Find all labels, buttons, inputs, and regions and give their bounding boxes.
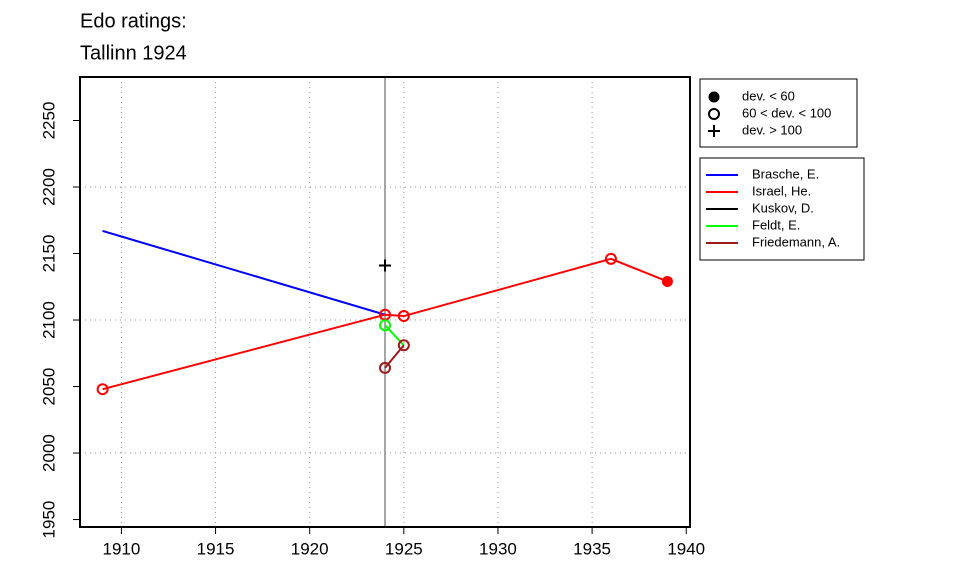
- x-tick-label: 1935: [573, 539, 611, 558]
- legend-label: dev. < 60: [742, 88, 795, 103]
- plot-frame: [79, 76, 691, 528]
- data-point: [661, 275, 673, 287]
- legend-marker: [708, 108, 720, 120]
- y-tick-label: 2150: [39, 235, 58, 273]
- data-point: [397, 339, 410, 352]
- data-point: [604, 252, 617, 265]
- data-point: [379, 319, 391, 332]
- legend-marker: [708, 125, 720, 137]
- legend-label: Brasche, E.: [752, 166, 819, 181]
- series-line: [102, 229, 386, 316]
- legend-label: dev. > 100: [742, 122, 802, 137]
- y-tick-label: 1950: [39, 501, 58, 539]
- x-tick-label: 1920: [291, 539, 329, 558]
- legend-marker: [708, 91, 720, 103]
- data-point: [397, 310, 410, 323]
- y-tick-label: 2200: [39, 168, 58, 206]
- legend-label: Israel, He.: [752, 183, 811, 198]
- y-tick-label: 2000: [39, 434, 58, 472]
- legend-label: 60 < dev. < 100: [742, 105, 831, 120]
- y-tick-label: 2050: [39, 368, 58, 406]
- legend-box: [699, 78, 858, 148]
- data-point: [379, 259, 391, 272]
- x-tick-label: 1915: [197, 539, 235, 558]
- data-point: [379, 361, 391, 374]
- series-line: [102, 257, 668, 391]
- chart-subtitle: Tallinn 1924: [80, 42, 187, 64]
- data-point: [96, 383, 109, 396]
- legend-label: Feldt, E.: [752, 217, 800, 232]
- legend-label: Kuskov, D.: [752, 200, 814, 215]
- y-tick-label: 2100: [39, 301, 58, 339]
- y-tick-label: 2250: [39, 102, 58, 140]
- x-tick-label: 1930: [479, 539, 517, 558]
- chart-title: Edo ratings:: [80, 10, 187, 32]
- legend-label: Friedemann, A.: [752, 234, 840, 249]
- x-tick-label: 1910: [103, 539, 141, 558]
- x-tick-label: 1940: [667, 539, 705, 558]
- x-tick-label: 1925: [385, 539, 423, 558]
